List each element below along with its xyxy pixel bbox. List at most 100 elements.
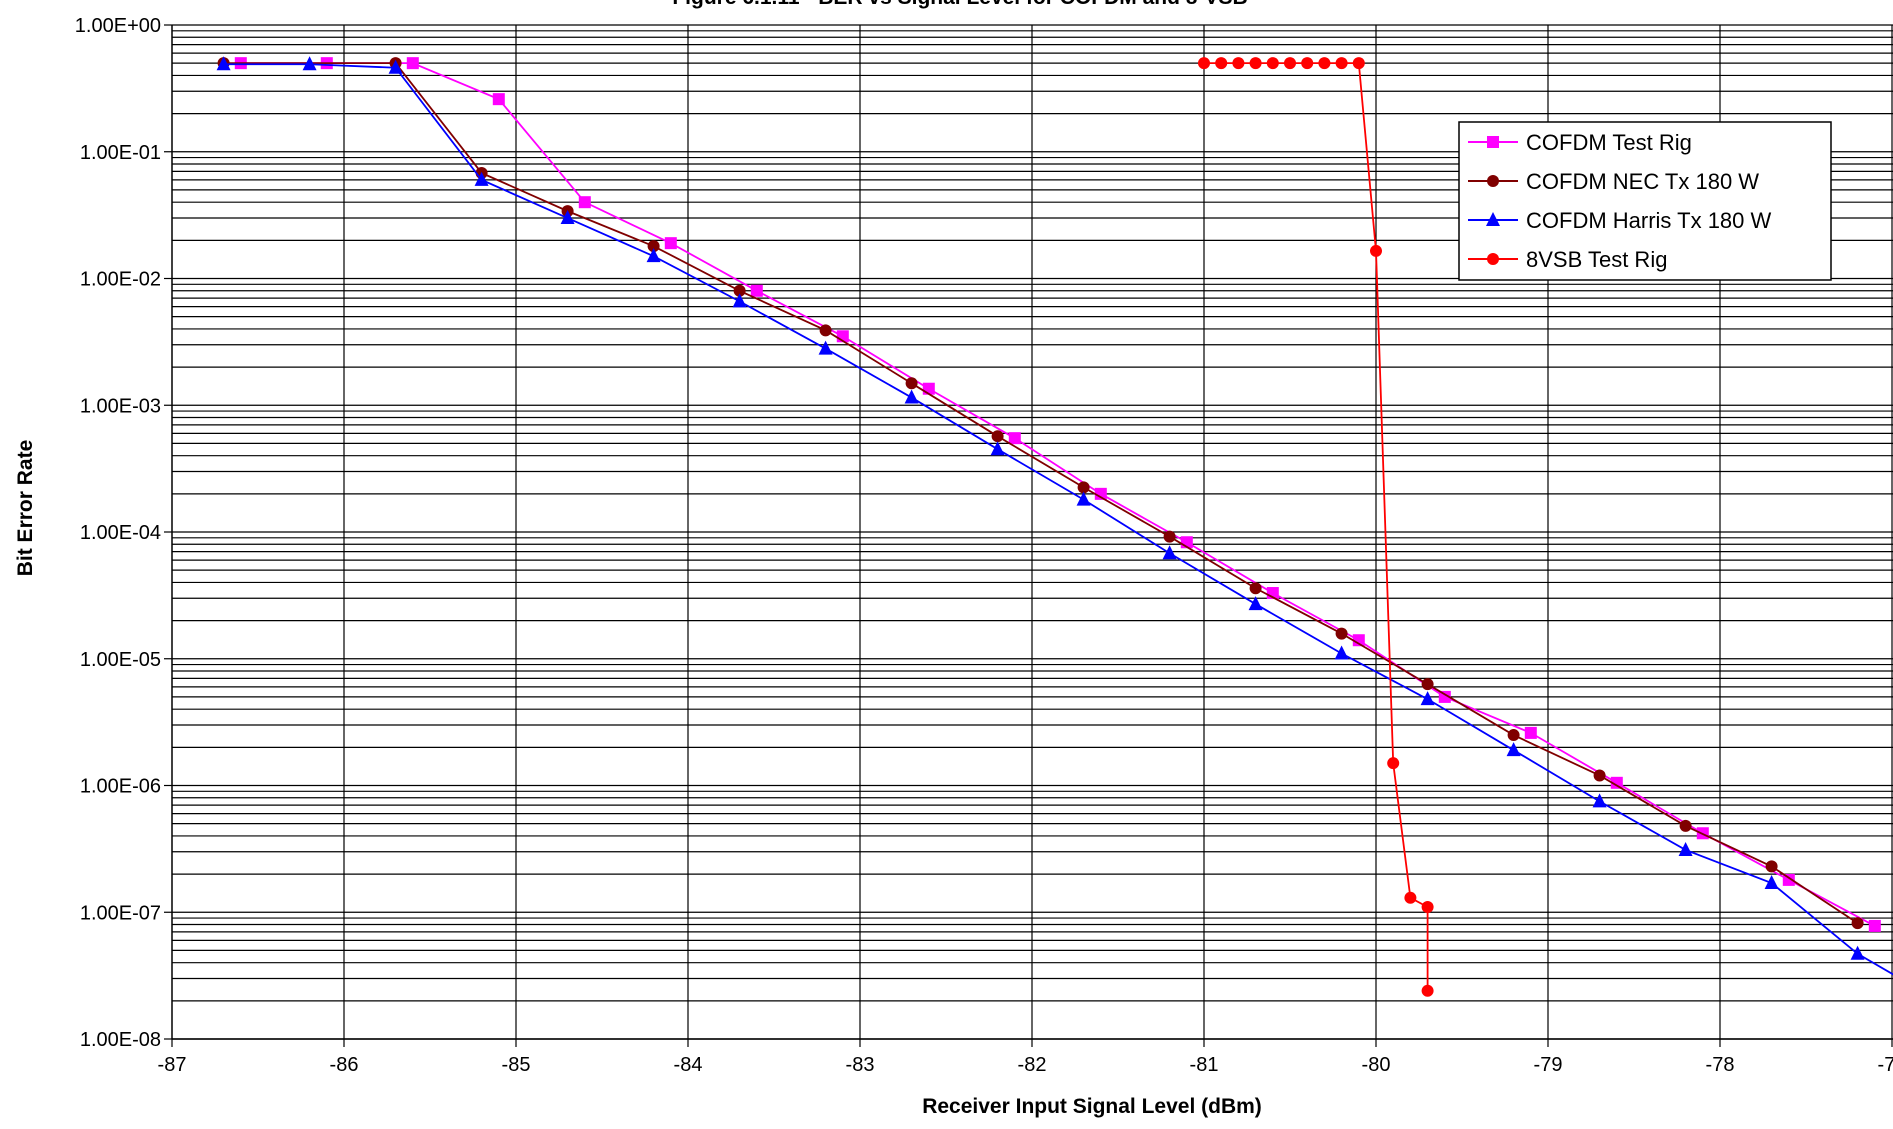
y-tick-label: 1.00E-03	[80, 395, 161, 417]
data-point	[1851, 917, 1864, 930]
data-point	[1765, 860, 1778, 873]
data-point	[732, 293, 747, 308]
legend-label: COFDM NEC Tx 180 W	[1526, 169, 1759, 194]
data-point	[1284, 57, 1296, 70]
data-point	[818, 340, 833, 355]
x-tick-label: -84	[674, 1054, 703, 1076]
legend-label: COFDM Harris Tx 180 W	[1526, 208, 1772, 233]
data-point	[1678, 841, 1693, 856]
data-point	[1782, 873, 1795, 886]
legend-item: COFDM NEC Tx 180 W	[1468, 169, 1759, 194]
x-tick-label: -77	[1878, 1054, 1893, 1076]
data-point	[1094, 487, 1107, 500]
x-tick-label: -85	[502, 1054, 531, 1076]
x-tick-label: -80	[1362, 1054, 1391, 1076]
data-point	[302, 56, 317, 71]
data-point	[560, 210, 575, 225]
y-tick-label: 1.00E-08	[80, 1029, 161, 1051]
data-point	[1868, 919, 1881, 932]
data-point	[388, 59, 403, 74]
x-tick-label: -81	[1190, 1054, 1219, 1076]
data-point	[1421, 901, 1434, 914]
legend-item: COFDM Test Rig	[1468, 130, 1692, 155]
data-point	[1249, 57, 1262, 70]
y-axis-title: Bit Error Rate	[14, 440, 37, 577]
data-point	[1593, 769, 1606, 782]
data-point	[1334, 645, 1349, 660]
data-point	[406, 57, 419, 70]
legend-marker	[1486, 212, 1500, 226]
legend-label: 8VSB Test Rig	[1526, 247, 1667, 272]
data-point	[1215, 57, 1228, 70]
data-point	[1352, 57, 1365, 70]
data-point	[1335, 627, 1348, 640]
x-tick-label: -79	[1534, 1054, 1563, 1076]
x-tick-label: -86	[330, 1054, 359, 1076]
data-point	[1524, 726, 1537, 739]
x-tick-label: -87	[158, 1054, 187, 1076]
axis-layer: -87 -86 -85 -84 -83 -82 -81 -80 -79 -78 -77 1.00E+0…	[75, 15, 1893, 1076]
data-point	[1438, 690, 1451, 703]
data-point	[474, 171, 489, 186]
data-point	[492, 93, 505, 106]
data-point	[1076, 491, 1091, 506]
data-point	[1679, 819, 1692, 832]
data-point	[1610, 776, 1623, 789]
data-point	[1592, 793, 1607, 808]
data-point	[1318, 57, 1331, 70]
data-point	[1387, 757, 1400, 770]
y-tick-label: 1.00E-07	[80, 902, 161, 924]
data-point	[1163, 530, 1176, 543]
data-point	[1162, 545, 1177, 560]
data-point	[750, 284, 763, 297]
data-point	[1077, 481, 1090, 494]
data-point	[819, 324, 832, 337]
data-point	[1507, 729, 1520, 742]
data-point	[664, 237, 677, 250]
data-point	[905, 377, 918, 390]
data-point	[1352, 634, 1365, 647]
data-point	[1198, 57, 1210, 70]
legend-marker	[1487, 136, 1499, 148]
series-3	[1198, 57, 1434, 997]
legend-marker	[1487, 253, 1499, 265]
x-tick-label: -83	[846, 1054, 875, 1076]
data-point	[1008, 432, 1021, 445]
y-tick-label: 1.00E-01	[80, 142, 161, 164]
data-point	[1248, 596, 1263, 611]
data-point	[1850, 945, 1865, 960]
data-point	[1421, 678, 1434, 691]
y-tick-label: 1.00E-04	[80, 522, 161, 544]
data-point	[1506, 742, 1521, 757]
data-point	[1420, 691, 1435, 706]
series-2	[216, 56, 1893, 976]
data-point	[1370, 244, 1382, 257]
x-tick-label: -82	[1018, 1054, 1047, 1076]
data-point	[1335, 57, 1348, 70]
x-axis-title: Receiver Input Signal Level (dBm)	[922, 1095, 1262, 1118]
y-tick-label: 1.00E-06	[80, 776, 161, 798]
data-point	[991, 430, 1004, 443]
plot-area	[216, 56, 1893, 997]
chart-title: Figure 6.1.11 - BER vs Signal Level for …	[672, 0, 1247, 9]
data-point	[1421, 984, 1434, 997]
series-layer	[216, 56, 1893, 997]
legend-item: COFDM Harris Tx 180 W	[1468, 208, 1772, 233]
y-tick-label: 1.00E-02	[80, 269, 161, 291]
legend-label: COFDM Test Rig	[1526, 130, 1692, 155]
data-point	[578, 196, 591, 209]
data-point	[216, 56, 231, 71]
x-tick-label: -78	[1706, 1054, 1735, 1076]
data-point	[647, 240, 660, 253]
data-point	[904, 389, 919, 404]
data-point	[990, 441, 1005, 456]
legend-item: 8VSB Test Rig	[1468, 247, 1667, 272]
data-point	[1266, 57, 1279, 70]
data-point	[1764, 875, 1779, 890]
legend: COFDM Test Rig COFDM NEC Tx 180 W COFDM Ha…	[1458, 121, 1832, 281]
data-point	[1404, 891, 1417, 904]
data-point	[1249, 582, 1262, 595]
y-tick-label: 1.00E+00	[75, 15, 161, 37]
